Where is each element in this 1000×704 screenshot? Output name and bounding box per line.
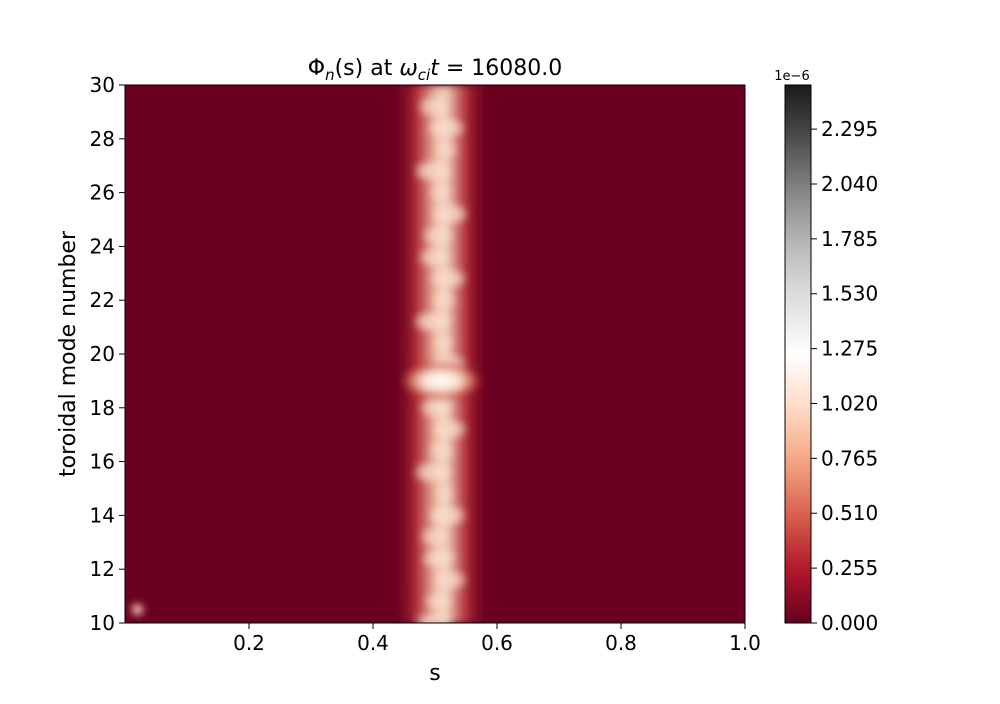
colorbar-tick-label: 1.020 bbox=[821, 391, 878, 415]
heatmap-blob bbox=[420, 97, 448, 116]
heatmap-blob bbox=[432, 291, 455, 310]
heatmap-hotspot bbox=[130, 602, 145, 617]
heatmap-blob bbox=[436, 484, 454, 503]
x-axis: 0.2 0.4 0.6 0.8 1.0 bbox=[233, 623, 761, 655]
heatmap-blob bbox=[417, 162, 452, 181]
heatmap-blob bbox=[429, 441, 454, 460]
y-tick-label: 26 bbox=[90, 181, 115, 205]
heatmap-area bbox=[125, 85, 745, 623]
y-tick-label: 18 bbox=[90, 396, 115, 420]
x-tick-label: 0.4 bbox=[357, 631, 389, 655]
heatmap-blob bbox=[422, 398, 452, 417]
heatmap-blob bbox=[424, 226, 452, 245]
heatmap-blob bbox=[429, 506, 464, 525]
x-tick-label: 0.8 bbox=[605, 631, 637, 655]
y-tick-label: 16 bbox=[90, 450, 115, 474]
colorbar-tick-label: 0.000 bbox=[821, 611, 878, 635]
heatmap-hotspot bbox=[399, 360, 484, 401]
heatmap-blob bbox=[430, 183, 451, 202]
chart-title: Φn(s) at ωcit = 16080.0 bbox=[308, 56, 562, 84]
y-axis-label: toroidal mode number bbox=[56, 230, 81, 477]
colorbar-tick-label: 0.510 bbox=[821, 501, 878, 525]
heatmap-blob bbox=[422, 527, 447, 546]
heatmap-blob bbox=[426, 592, 452, 611]
colorbar-tick-label: 2.295 bbox=[821, 117, 878, 141]
x-tick-label: 1.0 bbox=[729, 631, 761, 655]
y-tick-label: 20 bbox=[90, 342, 115, 366]
y-tick-label: 28 bbox=[90, 127, 115, 151]
y-axis: 10 12 14 16 18 20 22 24 26 28 30 bbox=[90, 73, 125, 635]
colorbar-offset-label: 1e−6 bbox=[774, 69, 809, 84]
colorbar-tick-label: 1.785 bbox=[821, 227, 878, 251]
heatmap-blob bbox=[429, 119, 463, 138]
heatmap-blob bbox=[432, 420, 464, 439]
y-tick-label: 12 bbox=[90, 557, 115, 581]
x-tick-label: 0.2 bbox=[233, 631, 265, 655]
y-tick-label: 24 bbox=[90, 234, 115, 258]
colorbar-tick-label: 0.765 bbox=[821, 446, 878, 470]
y-tick-label: 14 bbox=[90, 503, 115, 527]
y-tick-label: 22 bbox=[90, 288, 115, 312]
heatmap-blob bbox=[416, 312, 451, 331]
colorbar-tick-label: 0.255 bbox=[821, 556, 878, 580]
colorbar-gradient bbox=[784, 84, 812, 624]
y-tick-label: 10 bbox=[90, 611, 115, 635]
heatmap-blob bbox=[432, 205, 465, 224]
colorbar: 1e−6 0.000 0.255 0.510 0.765 1.020 1.275 1.530… bbox=[774, 69, 878, 635]
heatmap-blob bbox=[433, 570, 464, 589]
heatmap-blob bbox=[418, 614, 452, 623]
heatmap-blob bbox=[424, 549, 455, 568]
heatmap-blob bbox=[431, 269, 464, 288]
colorbar-tick-label: 1.275 bbox=[821, 337, 878, 361]
heatmap-blob bbox=[435, 140, 456, 159]
heatmap-blob bbox=[417, 463, 451, 482]
heatmap-blob bbox=[433, 334, 453, 353]
colorbar-tick-label: 2.040 bbox=[821, 172, 878, 196]
heatmap-blob bbox=[421, 248, 450, 267]
x-axis-label: s bbox=[429, 661, 440, 686]
colorbar-tick-label: 1.530 bbox=[821, 282, 878, 306]
x-tick-label: 0.6 bbox=[481, 631, 513, 655]
y-tick-label: 30 bbox=[90, 73, 115, 97]
